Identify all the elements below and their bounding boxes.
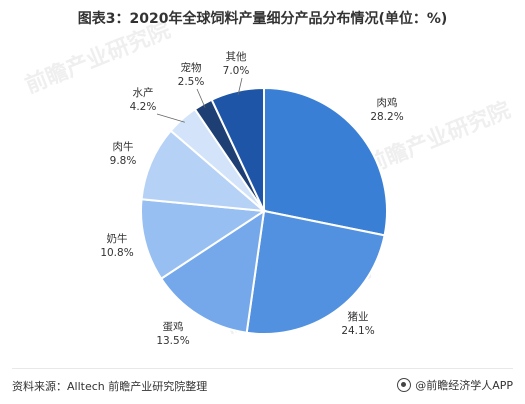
slice-value-4: 10.8%: [100, 247, 133, 259]
leader-line-6: [156, 113, 185, 123]
footer-divider: [12, 368, 513, 369]
slice-label-7: 宠物: [181, 61, 202, 74]
slice-label-6: 水产: [133, 86, 154, 99]
slice-value-8: 7.0%: [223, 65, 250, 77]
slice-label-4: 奶牛: [107, 232, 128, 245]
pie-slice-4: [140, 198, 267, 281]
pie-slice-1: [263, 86, 388, 237]
pie-slice-5: [140, 129, 268, 213]
pie-slice-8: [210, 86, 265, 212]
slice-labels: 肉鸡 28.2% 猪业 24.1% 蛋鸡 13.5% 奶牛 10.8% 肉牛 9.8% 水产 4.2%…: [100, 50, 403, 347]
leader-line-7: [196, 88, 206, 108]
pie-slice-2: [245, 209, 386, 336]
pie-slice-3: [159, 208, 266, 334]
slice-label-5: 肉牛: [113, 140, 134, 153]
slice-value-6: 4.2%: [130, 101, 157, 113]
slice-value-7: 2.5%: [178, 76, 205, 88]
slice-label-8: 其他: [226, 50, 247, 63]
slice-value-2: 24.1%: [341, 325, 374, 337]
pie-slices: [140, 86, 388, 336]
leader-lines: [156, 77, 243, 123]
leader-line-8: [237, 77, 243, 95]
slice-value-3: 13.5%: [156, 335, 189, 347]
slice-value-5: 9.8%: [110, 155, 137, 167]
slice-label-3: 蛋鸡: [163, 320, 184, 333]
brand: @前瞻经济学人APP: [397, 377, 513, 393]
slice-value-1: 28.2%: [370, 111, 403, 123]
slice-label-1: 肉鸡: [377, 96, 398, 109]
brand-label: @前瞻经济学人APP: [415, 379, 513, 392]
slice-label-2: 猪业: [348, 311, 369, 323]
chart-title: 图表3：2020年全球饲料产量细分产品分布情况(单位：%): [77, 11, 448, 27]
brand-logo-icon: [397, 378, 412, 392]
source-note: 资料来源：Alltech 前瞻产业研究院整理: [12, 380, 208, 393]
